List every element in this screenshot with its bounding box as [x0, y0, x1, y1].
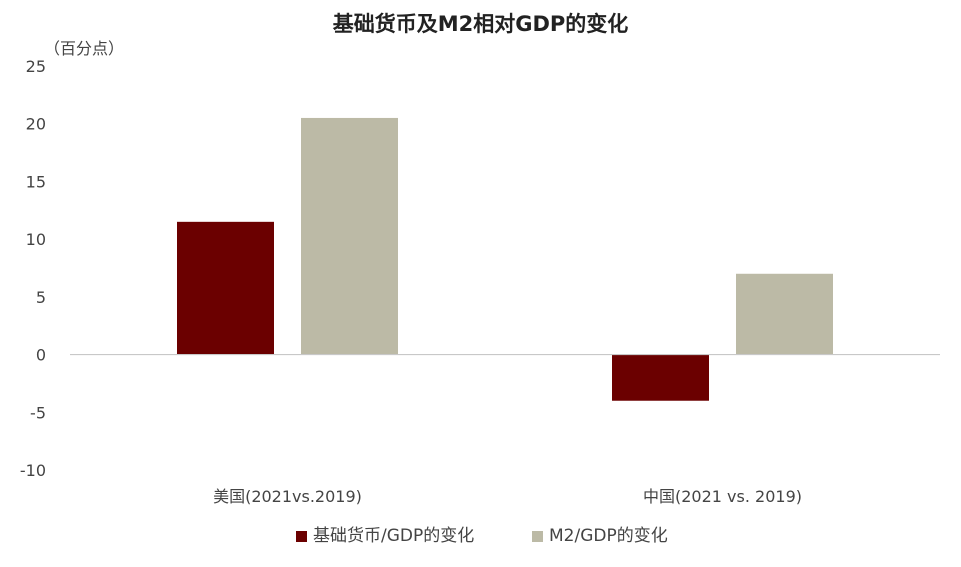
legend-label: 基础货币/GDP的变化 [313, 526, 474, 546]
legend-label: M2/GDP的变化 [549, 526, 668, 546]
y-axis-unit: （百分点） [44, 39, 125, 58]
y-tick-label: 5 [36, 288, 46, 307]
legend-swatch [296, 531, 307, 542]
y-tick-label: 20 [26, 115, 46, 134]
bar [301, 117, 398, 355]
y-tick-label: -5 [30, 403, 46, 422]
y-tick-label: 0 [36, 346, 46, 365]
bar [177, 221, 274, 355]
y-tick-label: -10 [20, 461, 46, 480]
y-tick-label: 10 [26, 230, 46, 249]
bar [736, 273, 833, 355]
x-category-label: 美国(2021vs.2019) [213, 487, 362, 506]
y-tick-label: 15 [26, 172, 46, 191]
x-category-label: 中国(2021 vs. 2019) [643, 487, 802, 506]
chart-title: 基础货币及M2相对GDP的变化 [332, 12, 629, 36]
legend-swatch [532, 531, 543, 542]
y-tick-label: 25 [26, 57, 46, 76]
bar [612, 354, 709, 401]
